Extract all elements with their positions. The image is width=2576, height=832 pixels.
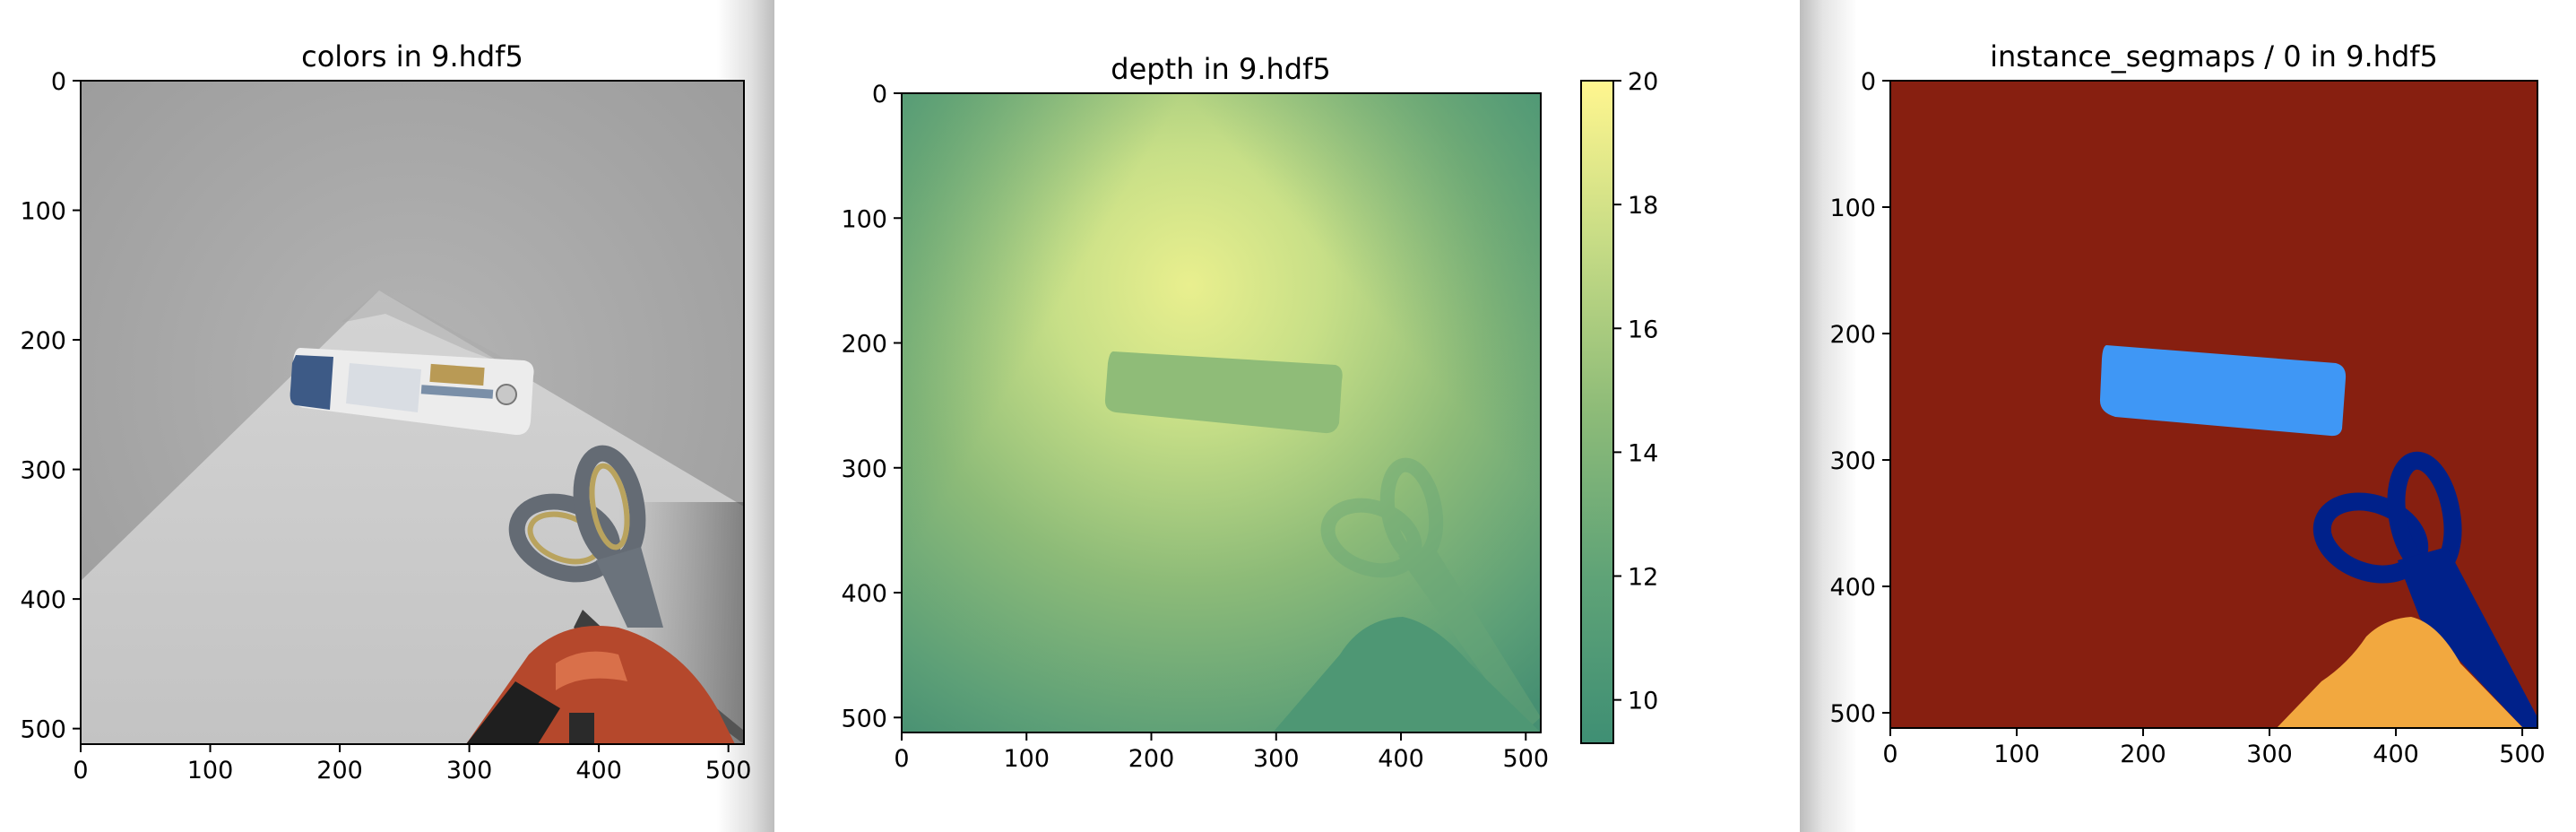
colors-x-tick-label: 200 (316, 757, 363, 784)
paper-shadow (341, 290, 538, 377)
segmaps-y-tick-label: 0 (1861, 68, 1876, 96)
colors-panel: colors in 9.hdf5 (20, 39, 751, 784)
segmaps-x-tick-label: 200 (2120, 741, 2166, 768)
colorbar-tick-label: 20 (1628, 68, 1658, 96)
depth-y-tick-label: 500 (841, 705, 887, 732)
segment-bottle (2099, 345, 2347, 437)
depth-x-tick-label: 400 (1378, 745, 1424, 773)
colors-axes-frame (80, 80, 745, 745)
depth-scissors (1320, 457, 1541, 732)
segmaps-x-tick-label: 300 (2246, 741, 2293, 768)
shampoo-bottle (290, 348, 534, 436)
depth-x-tick-label: 300 (1253, 745, 1300, 773)
colors-x-tick-label: 400 (575, 757, 622, 784)
segmaps-x-tick-label: 0 (1882, 741, 1897, 768)
segmaps-y-tick-label: 400 (1829, 574, 1876, 602)
depth-y-tick-label: 300 (841, 455, 887, 483)
segmaps-axes-frame (1889, 80, 2538, 729)
segmaps-x-tick-label: 500 (2499, 741, 2546, 768)
colorbar-tick-label: 18 (1628, 192, 1658, 220)
segmaps-y-tick-label: 200 (1829, 321, 1876, 349)
depth-x-tick-label: 200 (1128, 745, 1175, 773)
depth-panel-title: depth in 9.hdf5 (1111, 52, 1330, 86)
colors-x-tick-label: 0 (73, 757, 88, 784)
depth-colorbar (1580, 80, 1614, 744)
depth-y-tick-label: 200 (841, 331, 887, 359)
colors-x-tick-label: 500 (705, 757, 752, 784)
segment-scissors (2312, 451, 2537, 728)
segment-drill (2277, 617, 2523, 728)
colorbar-tick-label: 16 (1628, 316, 1658, 343)
colors-axes: 0 100 200 300 400 500 0 100 200 300 400 500 (20, 68, 751, 784)
colorbar-tick-label: 12 (1628, 564, 1658, 592)
depth-x-tick-label: 0 (894, 745, 909, 773)
colorbar-tick-label: 10 (1628, 688, 1658, 715)
colors-x-tick-label: 300 (446, 757, 493, 784)
colors-panel-title: colors in 9.hdf5 (301, 39, 523, 74)
colors-y-tick-label: 500 (20, 716, 66, 744)
depth-colorbar-ticks: 10 12 14 16 18 20 (1613, 68, 1658, 715)
depth-x-tick-label: 100 (1003, 745, 1050, 773)
colors-y-tick-label: 300 (20, 457, 66, 485)
colors-y-tick-label: 200 (20, 327, 66, 355)
depth-panel: depth in 9.hdf5 0 100 200 300 400 500 0 100 200 3… (841, 52, 1658, 773)
tile-separator-right (1800, 0, 1857, 832)
colors-y-tick-label: 0 (51, 68, 66, 96)
depth-y-tick-label: 100 (841, 205, 887, 233)
segmaps-panel: instance_segmaps / 0 in 9.hdf5 0 100 200 30… (1829, 39, 2545, 768)
depth-x-tick-label: 500 (1503, 745, 1550, 773)
segmaps-y-tick-label: 500 (1829, 700, 1876, 728)
segmaps-image (1890, 81, 2537, 728)
colors-y-tick-label: 100 (20, 198, 66, 226)
depth-wall-right (1183, 93, 1541, 502)
colors-image (81, 81, 744, 744)
depth-bottle (1104, 351, 1343, 434)
colors-y-tick-label: 400 (20, 586, 66, 614)
segmaps-x-tick-label: 100 (1993, 741, 2040, 768)
depth-image (902, 93, 1541, 732)
segmaps-y-tick-label: 100 (1829, 195, 1876, 222)
depth-wall-left (902, 93, 1183, 574)
depth-y-tick-label: 400 (841, 580, 887, 608)
depth-axes-frame (901, 92, 1542, 733)
depth-y-tick-label: 0 (872, 81, 887, 108)
drill (466, 626, 735, 744)
depth-drill (1273, 617, 1541, 732)
colors-x-tick-label: 100 (187, 757, 234, 784)
segmaps-panel-title: instance_segmaps / 0 in 9.hdf5 (1990, 39, 2438, 74)
segmaps-y-tick-label: 300 (1829, 447, 1876, 475)
colorbar-tick-label: 14 (1628, 439, 1658, 467)
depth-axes: 0 100 200 300 400 500 0 100 200 300 400 500 (841, 81, 1549, 773)
segmaps-x-tick-label: 400 (2373, 741, 2419, 768)
